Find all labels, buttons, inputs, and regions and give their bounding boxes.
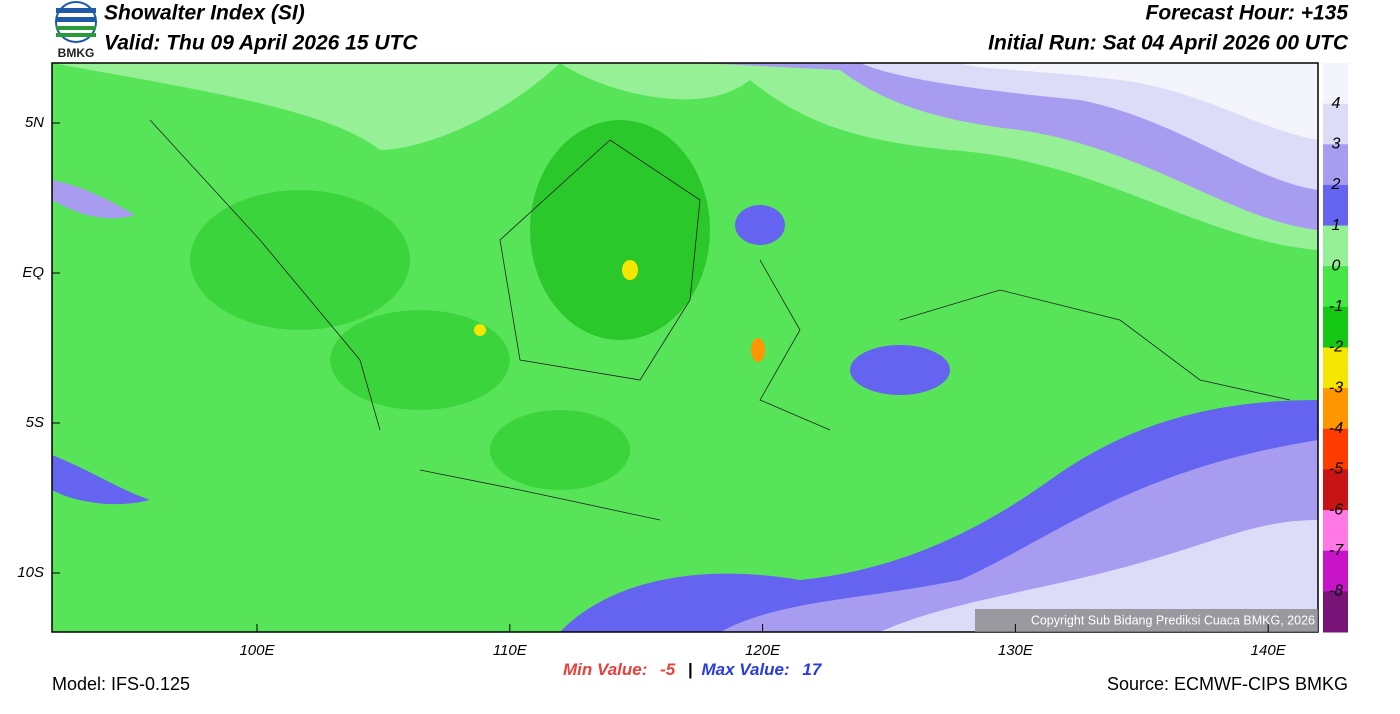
colorbar-label: -4 xyxy=(1329,420,1343,437)
copyright: Copyright Sub Bidang Prediksi Cuaca BMKG… xyxy=(1031,613,1315,627)
title: Showalter Index (SI) xyxy=(104,2,305,25)
valid-time: Valid: Thu 09 April 2026 15 UTC xyxy=(104,32,418,55)
colorbar-swatch xyxy=(1323,144,1348,186)
separator: | xyxy=(688,660,693,679)
colorbar-label: -8 xyxy=(1329,583,1343,600)
colorbar-label: 4 xyxy=(1332,95,1341,112)
colorbar-label: -5 xyxy=(1329,461,1343,478)
colorbar-label: 2 xyxy=(1331,176,1341,193)
colorbar-swatch xyxy=(1323,469,1348,511)
colorbar: 4 3 2 1 0 -1 -2 -3 -4 -5 -6 -7 -8 xyxy=(1323,63,1348,633)
lon-label: 100E xyxy=(239,642,275,659)
min-max: Min Value: -5 | Max Value: 17 xyxy=(563,660,823,679)
colorbar-swatch xyxy=(1323,266,1348,308)
copyright-box xyxy=(975,609,1318,632)
colorbar-label: -3 xyxy=(1329,379,1343,396)
logo: BMKG xyxy=(55,1,97,60)
colorbar-swatch xyxy=(1323,550,1348,592)
lon-label: 110E xyxy=(493,642,528,659)
lat-label: 10S xyxy=(17,564,44,581)
colorbar-swatch xyxy=(1323,63,1348,105)
max-value: 17 xyxy=(802,660,822,679)
colorbar-swatch xyxy=(1323,510,1348,552)
lon-label: 140E xyxy=(1251,642,1287,659)
colorbar-label: 1 xyxy=(1332,217,1341,234)
min-value: -5 xyxy=(660,660,676,679)
colorbar-swatch xyxy=(1323,103,1348,145)
lat-label: EQ xyxy=(22,264,44,281)
axes: 5N EQ 5S 10S 100E 110E 120E 130E 140E xyxy=(17,114,1286,659)
model: Model: IFS-0.125 xyxy=(52,674,190,694)
lon-label: 120E xyxy=(745,642,781,659)
colorbar-label: -2 xyxy=(1329,339,1343,356)
max-label: Max Value: xyxy=(701,660,789,679)
lat-label: 5N xyxy=(25,114,44,131)
colorbar-swatch xyxy=(1323,428,1348,470)
lon-label: 130E xyxy=(998,642,1034,659)
lat-label: 5S xyxy=(26,414,44,431)
colorbar-swatch xyxy=(1323,388,1348,430)
colorbar-swatch xyxy=(1323,225,1348,267)
colorbar-label: 3 xyxy=(1332,136,1341,153)
colorbar-swatch xyxy=(1323,306,1348,348)
min-label: Min Value: xyxy=(563,660,647,679)
colorbar-swatch xyxy=(1323,591,1348,633)
map-frame xyxy=(51,62,1319,633)
colorbar-label: -1 xyxy=(1329,298,1343,315)
forecast-hour: Forecast Hour: +135 xyxy=(1146,2,1349,25)
map-field xyxy=(52,63,1318,632)
colorbar-label: -6 xyxy=(1329,501,1343,518)
source: Source: ECMWF-CIPS BMKG xyxy=(1107,674,1348,694)
colorbar-label: 0 xyxy=(1332,257,1341,274)
colorbar-label: -7 xyxy=(1329,542,1344,559)
colorbar-swatch xyxy=(1323,184,1348,227)
logo-text: BMKG xyxy=(58,46,95,60)
initial-run: Initial Run: Sat 04 April 2026 00 UTC xyxy=(988,32,1349,55)
colorbar-swatch xyxy=(1323,347,1348,389)
